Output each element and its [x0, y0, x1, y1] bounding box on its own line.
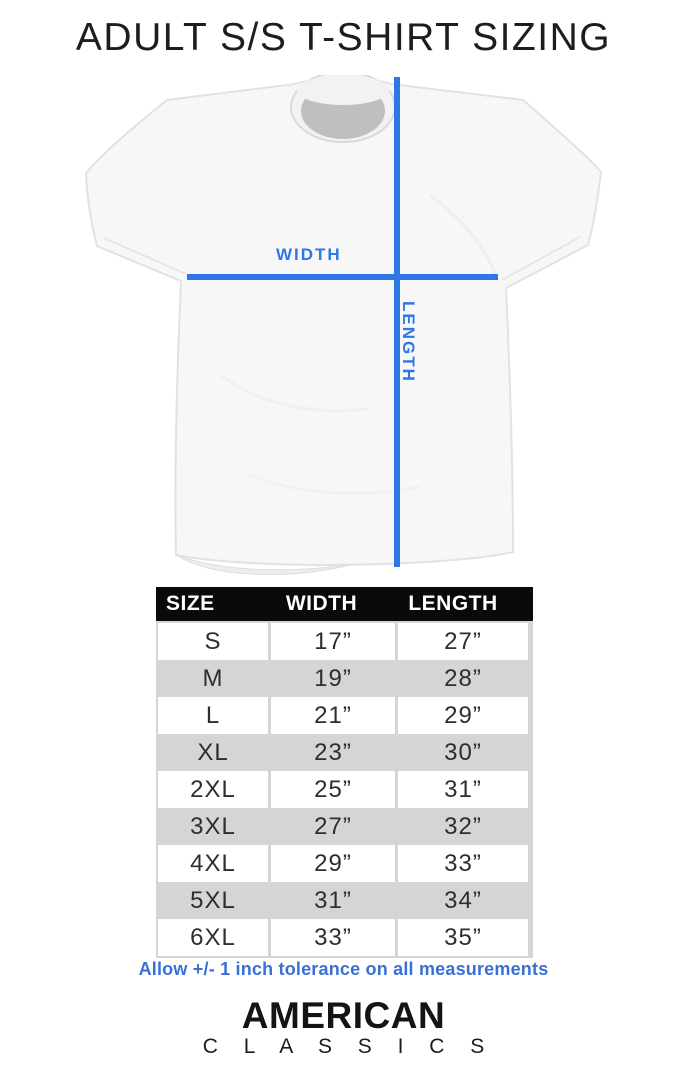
size-cell: 4XL [158, 845, 268, 882]
size-cell: 3XL [158, 808, 268, 845]
collar-back-band [297, 75, 389, 105]
length-cell: 28” [398, 660, 528, 697]
tshirt-image [84, 75, 603, 575]
right-cuff-seam [501, 236, 581, 281]
brand-name: AMERICAN [241, 995, 446, 1036]
table-row: M 19” 28” [158, 660, 531, 697]
brand-logo: AMERICAN C L A S S I C S [0, 997, 687, 1059]
size-cell: M [158, 660, 268, 697]
table-row: XL 23” 30” [158, 734, 531, 771]
left-cuff-seam [103, 237, 187, 275]
tshirt-diagram [0, 75, 687, 575]
length-cell: 33” [398, 845, 528, 882]
table-row: 6XL 33” 35” [158, 919, 531, 956]
width-cell: 19” [271, 660, 395, 697]
length-cell: 32” [398, 808, 528, 845]
size-cell: L [158, 697, 268, 734]
table-header-row: SIZE WIDTH LENGTH [156, 587, 533, 621]
width-label: WIDTH [276, 245, 342, 264]
header-length: LENGTH [408, 592, 498, 615]
tolerance-note: Allow +/- 1 inch tolerance on all measur… [138, 959, 549, 979]
table-row: L 21” 29” [158, 697, 531, 734]
table-body: S 17” 27” M 19” 28” L 21” 29” XL 23” 30”… [156, 621, 533, 958]
size-cell: 6XL [158, 919, 268, 956]
header-size: SIZE [166, 592, 215, 615]
width-cell: 29” [271, 845, 395, 882]
width-cell: 25” [271, 771, 395, 808]
width-cell: 27” [271, 808, 395, 845]
length-cell: 30” [398, 734, 528, 771]
length-label: LENGTH [399, 301, 418, 383]
wrinkle [429, 193, 499, 281]
size-cell: 2XL [158, 771, 268, 808]
size-cell: XL [158, 734, 268, 771]
size-cell: 5XL [158, 882, 268, 919]
size-chart-table: SIZE WIDTH LENGTH S 17” 27” M 19” 28” L … [156, 587, 533, 958]
size-cell: S [158, 623, 268, 660]
width-cell: 17” [271, 623, 395, 660]
hem-fold [175, 554, 356, 575]
width-cell: 23” [271, 734, 395, 771]
table-row: S 17” 27” [158, 623, 531, 660]
table-row: 3XL 27” 32” [158, 808, 531, 845]
wrinkle [219, 373, 369, 413]
header-width: WIDTH [285, 592, 358, 615]
length-cell: 29” [398, 697, 528, 734]
width-cell: 33” [271, 919, 395, 956]
width-cell: 31” [271, 882, 395, 919]
length-cell: 34” [398, 882, 528, 919]
length-cell: 35” [398, 919, 528, 956]
width-cell: 21” [271, 697, 395, 734]
tshirt-body [84, 77, 603, 566]
length-cell: 31” [398, 771, 528, 808]
table-row: 4XL 29” 33” [158, 845, 531, 882]
length-cell: 27” [398, 623, 528, 660]
table-row: 5XL 31” 34” [158, 882, 531, 919]
brand-subname: C L A S S I C S [202, 1035, 495, 1058]
page-title: ADULT S/S T-SHIRT SIZING [75, 16, 612, 59]
table-row: 2XL 25” 31” [158, 771, 531, 808]
